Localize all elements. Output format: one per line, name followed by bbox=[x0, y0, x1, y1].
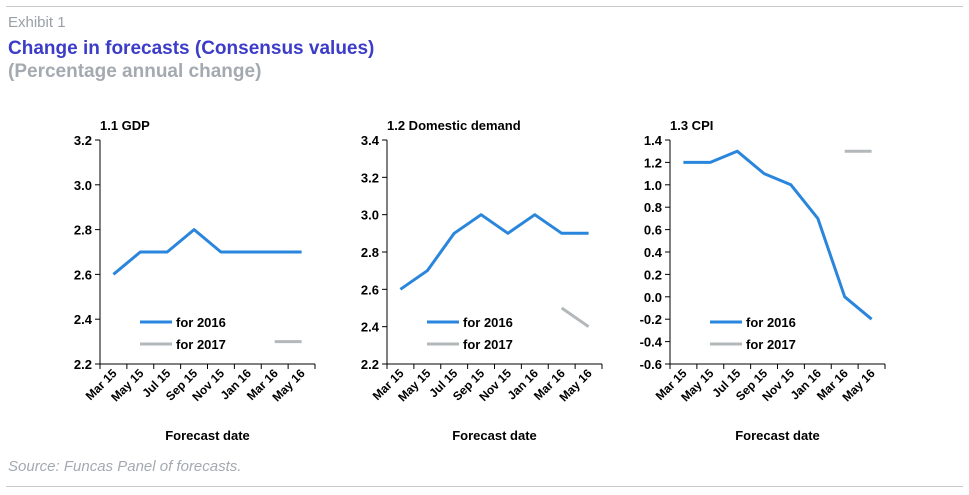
y-tick-label: 2.8 bbox=[361, 245, 379, 260]
exhibit-subtitle: (Percentage annual change) bbox=[8, 61, 262, 82]
y-tick-label: 3.0 bbox=[74, 178, 92, 193]
y-tick-label: 3.0 bbox=[361, 208, 379, 223]
chart-title: 1.1 GDP bbox=[100, 118, 150, 133]
y-tick-label: 2.6 bbox=[361, 282, 379, 297]
y-tick-label: 2.6 bbox=[74, 267, 92, 282]
bottom-rule bbox=[6, 486, 963, 487]
domestic-demand-chart: 1.2 Domestic demand 2.2 2.4 2.6 2.8 3.0 3.2 3.4… bbox=[361, 118, 603, 443]
exhibit-title: Change in forecasts (Consensus values) bbox=[8, 38, 375, 59]
y-tick-label: 2.8 bbox=[74, 223, 92, 238]
y-tick-label: 3.4 bbox=[361, 133, 380, 148]
series-line-for-2016 bbox=[399, 213, 589, 291]
source-note: Source: Funcas Panel of forecasts. bbox=[8, 458, 242, 475]
x-axis-label: Forecast date bbox=[165, 428, 250, 443]
chart-title: 1.2 Domestic demand bbox=[387, 118, 521, 133]
series-line-for-2017 bbox=[560, 306, 590, 328]
legend-label-for-2016: for 2016 bbox=[463, 315, 513, 330]
series-line-for-2016 bbox=[112, 228, 302, 276]
cpi-chart: 1.3 CPI -0.6 -0.4 -0.2 0.0 0.2 0.4 0.6 0.8 1.0 1.2… bbox=[640, 118, 886, 443]
exhibit-label: Exhibit 1 bbox=[8, 14, 66, 31]
series-line-for-2016 bbox=[683, 149, 873, 321]
y-tick-label: -0.6 bbox=[640, 357, 662, 372]
y-tick-label: 0.4 bbox=[644, 245, 663, 260]
y-tick-label: 3.2 bbox=[361, 170, 379, 185]
y-tick-label: 2.2 bbox=[361, 357, 379, 372]
y-tick-label: 2.4 bbox=[74, 312, 93, 327]
y-tick-label: 2.4 bbox=[361, 320, 380, 335]
legend-label-for-2016: for 2016 bbox=[746, 315, 796, 330]
y-tick-label: 1.4 bbox=[644, 133, 663, 148]
x-axis-label: Forecast date bbox=[735, 428, 820, 443]
y-tick-label: 0.6 bbox=[644, 223, 662, 238]
legend-label-for-2017: for 2017 bbox=[746, 337, 796, 352]
x-axis-label: Forecast date bbox=[452, 428, 537, 443]
y-tick-label: -0.4 bbox=[640, 335, 663, 350]
legend-label-for-2017: for 2017 bbox=[463, 337, 513, 352]
legend-label-for-2017: for 2017 bbox=[176, 337, 226, 352]
y-tick-label: 1.0 bbox=[644, 178, 662, 193]
top-rule bbox=[6, 6, 963, 7]
y-tick-label: -0.2 bbox=[640, 312, 662, 327]
y-tick-label: 1.2 bbox=[644, 155, 662, 170]
y-tick-label: 0.8 bbox=[644, 200, 662, 215]
y-tick-label: 2.2 bbox=[74, 357, 92, 372]
y-tick-label: 0.2 bbox=[644, 267, 662, 282]
y-tick-label: 3.2 bbox=[74, 133, 92, 148]
y-tick-label: 0.0 bbox=[644, 290, 662, 305]
legend-label-for-2016: for 2016 bbox=[176, 315, 226, 330]
chart-title: 1.3 CPI bbox=[670, 118, 713, 133]
